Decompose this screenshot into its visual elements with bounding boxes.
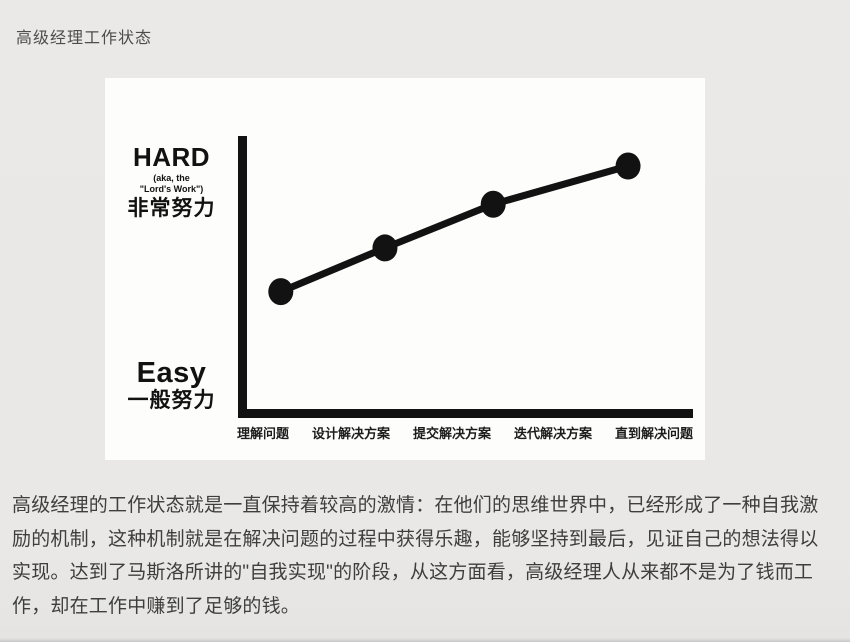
page-bottom-edge bbox=[0, 638, 850, 642]
effort-line-chart-figure: HARD (aka, the "Lord's Work") 非常努力 Easy … bbox=[105, 78, 705, 460]
paragraph-line: 高级经理的工作状态就是一直保持着较高的激情：在他们的思维世界中，已经形成了一种自… bbox=[12, 495, 819, 516]
x-axis-label: 提交解决方案 bbox=[412, 426, 491, 441]
x-axis-line bbox=[238, 409, 693, 418]
line-series bbox=[268, 152, 641, 306]
paragraph-line: 励的机制，这种机制就是在解决问题的过程中获得乐趣，能够坚持到最后，见证自己的想法… bbox=[12, 528, 819, 550]
data-point bbox=[268, 278, 294, 306]
y-axis-easy-zh: 一般努力 bbox=[127, 389, 216, 412]
y-axis-aka-line1: (aka, the bbox=[153, 173, 190, 183]
x-axis-label: 设计解决方案 bbox=[311, 426, 390, 441]
y-axis-label-hard: HARD (aka, the "Lord's Work") 非常努力 bbox=[105, 144, 238, 219]
data-point bbox=[480, 190, 506, 218]
paragraph-line: 实现。达到了马斯洛所讲的"自我实现"的阶段，从这方面看，高级经理人从来都不是为了… bbox=[12, 562, 814, 583]
trend-line bbox=[277, 162, 632, 296]
y-axis-aka-line2: "Lord's Work") bbox=[139, 184, 204, 194]
body-paragraph: 高级经理的工作状态就是一直保持着较高的激情：在他们的思维世界中，已经形成了一种自… bbox=[12, 489, 840, 623]
x-axis-label: 理解问题 bbox=[237, 426, 290, 441]
y-axis-hard-zh: 非常努力 bbox=[127, 197, 216, 220]
y-axis-easy-text: Easy bbox=[136, 357, 207, 389]
line-chart bbox=[238, 136, 693, 418]
x-axis-label: 直到解决问题 bbox=[614, 426, 693, 441]
paragraph-line: 作，却在工作中赚到了足够的钱。 bbox=[12, 595, 301, 617]
data-point bbox=[615, 152, 641, 180]
x-axis-labels: 理解问题 设计解决方案 提交解决方案 迭代解决方案 直到解决问题 bbox=[237, 423, 693, 442]
y-axis-line bbox=[238, 136, 247, 418]
y-axis-hard-text: HARD bbox=[132, 142, 211, 172]
x-axis-label: 迭代解决方案 bbox=[513, 426, 592, 441]
data-point bbox=[372, 234, 398, 262]
page-title: 高级经理工作状态 bbox=[16, 30, 153, 47]
y-axis-label-easy: Easy 一般努力 bbox=[105, 357, 238, 412]
